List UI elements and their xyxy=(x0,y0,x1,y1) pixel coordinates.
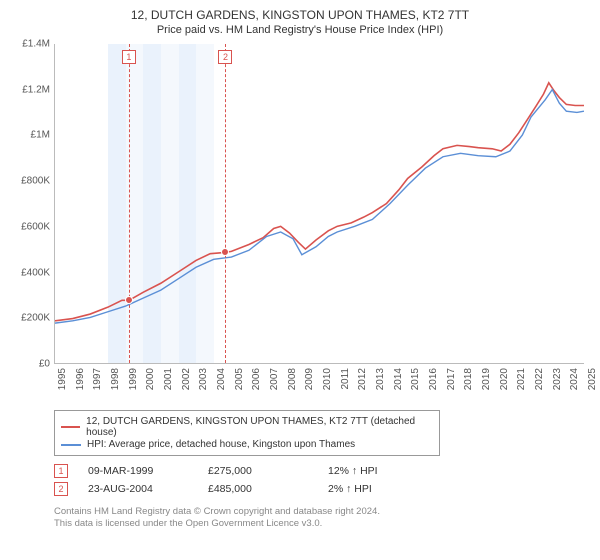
event-price: £275,000 xyxy=(208,465,308,477)
y-axis-label: £400K xyxy=(21,267,50,278)
event-delta: 2% ↑ HPI xyxy=(328,483,428,495)
x-axis-label: 2007 xyxy=(269,368,280,390)
x-axis-label: 2015 xyxy=(410,368,421,390)
x-axis-label: 2000 xyxy=(145,368,156,390)
footnote-line: This data is licensed under the Open Gov… xyxy=(54,518,592,530)
footnote: Contains HM Land Registry data © Crown c… xyxy=(54,506,592,531)
x-axis-label: 2011 xyxy=(340,368,351,390)
event-row: 1 09-MAR-1999 £275,000 12% ↑ HPI xyxy=(54,464,592,478)
legend-item-property: 12, DUTCH GARDENS, KINGSTON UPON THAMES,… xyxy=(61,416,433,438)
y-axis-label: £0 xyxy=(39,359,50,370)
legend-label: 12, DUTCH GARDENS, KINGSTON UPON THAMES,… xyxy=(86,416,433,438)
events-table: 1 09-MAR-1999 £275,000 12% ↑ HPI 2 23-AU… xyxy=(54,464,592,496)
x-axis-label: 2019 xyxy=(481,368,492,390)
x-axis-label: 2021 xyxy=(516,368,527,390)
y-axis-label: £200K xyxy=(21,313,50,324)
event-vline xyxy=(225,44,226,363)
x-axis-label: 2017 xyxy=(446,368,457,390)
x-axis-label: 2003 xyxy=(198,368,209,390)
x-axis-label: 2005 xyxy=(234,368,245,390)
legend-label: HPI: Average price, detached house, King… xyxy=(87,439,355,450)
x-axis-label: 2004 xyxy=(216,368,227,390)
event-delta: 12% ↑ HPI xyxy=(328,465,428,477)
x-axis-label: 1999 xyxy=(128,368,139,390)
x-axis-label: 2012 xyxy=(357,368,368,390)
event-marker xyxy=(221,248,229,256)
event-date: 09-MAR-1999 xyxy=(88,465,188,477)
series-line-hpi xyxy=(55,90,584,324)
event-marker xyxy=(125,296,133,304)
x-axis-label: 2018 xyxy=(463,368,474,390)
legend-item-hpi: HPI: Average price, detached house, King… xyxy=(61,439,433,450)
x-axis-label: 2010 xyxy=(322,368,333,390)
x-axis-label: 1998 xyxy=(110,368,121,390)
x-axis-label: 2020 xyxy=(499,368,510,390)
x-axis-label: 2023 xyxy=(552,368,563,390)
y-axis-label: £1.2M xyxy=(22,84,50,95)
x-axis-label: 2008 xyxy=(287,368,298,390)
footnote-line: Contains HM Land Registry data © Crown c… xyxy=(54,506,592,518)
page-subtitle: Price paid vs. HM Land Registry's House … xyxy=(8,24,592,36)
y-axis-label: £1.4M xyxy=(22,39,50,50)
x-axis-label: 2024 xyxy=(569,368,580,390)
y-axis-label: £800K xyxy=(21,176,50,187)
x-axis-label: 2002 xyxy=(181,368,192,390)
series-line-property xyxy=(55,83,584,321)
x-axis-label: 1995 xyxy=(57,368,68,390)
plot-area: 12 xyxy=(54,44,584,364)
event-number-badge: 1 xyxy=(54,464,68,478)
x-axis-label: 2006 xyxy=(251,368,262,390)
price-chart: 12 £0£200K£400K£600K£800K£1M£1.2M£1.4M19… xyxy=(8,44,592,404)
x-axis-label: 2022 xyxy=(534,368,545,390)
legend-swatch xyxy=(61,426,80,428)
x-axis-label: 2001 xyxy=(163,368,174,390)
x-axis-label: 2013 xyxy=(375,368,386,390)
y-axis-label: £1M xyxy=(31,130,50,141)
event-row: 2 23-AUG-2004 £485,000 2% ↑ HPI xyxy=(54,482,592,496)
event-number-badge: 2 xyxy=(54,482,68,496)
y-axis-label: £600K xyxy=(21,221,50,232)
event-callout: 2 xyxy=(218,50,232,64)
legend-box: 12, DUTCH GARDENS, KINGSTON UPON THAMES,… xyxy=(54,410,440,456)
event-vline xyxy=(129,44,130,363)
legend-swatch xyxy=(61,444,81,446)
event-date: 23-AUG-2004 xyxy=(88,483,188,495)
x-axis-label: 1996 xyxy=(75,368,86,390)
x-axis-label: 2009 xyxy=(304,368,315,390)
event-price: £485,000 xyxy=(208,483,308,495)
chart-svg xyxy=(55,44,584,363)
x-axis-label: 2016 xyxy=(428,368,439,390)
page-title: 12, DUTCH GARDENS, KINGSTON UPON THAMES,… xyxy=(8,8,592,22)
x-axis-label: 1997 xyxy=(92,368,103,390)
x-axis-label: 2025 xyxy=(587,368,598,390)
x-axis-label: 2014 xyxy=(393,368,404,390)
event-callout: 1 xyxy=(122,50,136,64)
